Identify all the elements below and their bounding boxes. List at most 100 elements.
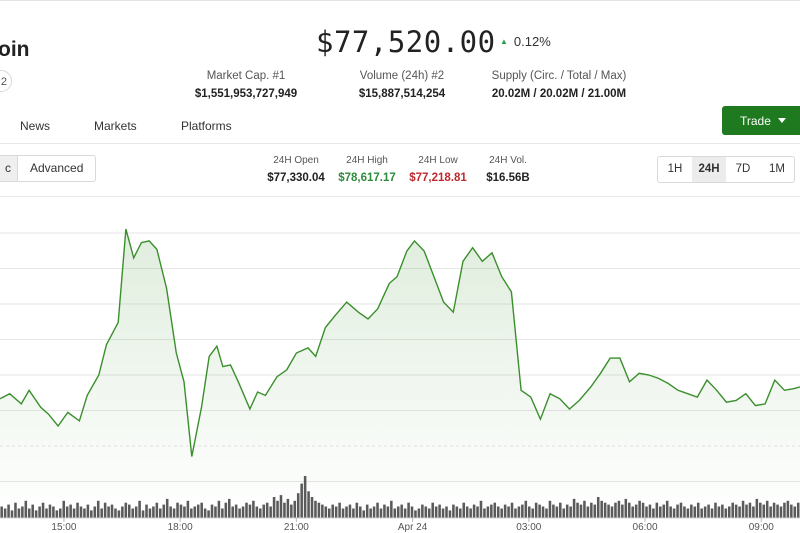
volume-bar — [38, 506, 41, 518]
volume-bar — [752, 506, 755, 518]
volume-bar — [396, 506, 400, 518]
price-chart[interactable]: 15:00 18:00 21:00 Apr 24 03:00 06:00 09:00 — [0, 195, 800, 533]
volume-bar — [248, 504, 252, 518]
volume-bar — [648, 504, 652, 518]
volume-bar — [779, 506, 783, 518]
volume-bar — [214, 506, 217, 518]
volume-bar — [541, 506, 545, 518]
volume-bar — [114, 508, 117, 518]
volume-bar — [679, 502, 683, 518]
volume-bar — [796, 502, 800, 518]
volume-bar — [645, 506, 648, 518]
range-1m[interactable]: 1M — [769, 163, 785, 175]
volume-bar — [21, 506, 24, 518]
volume-bar — [131, 508, 134, 518]
time-range-selector: 1H 24H 7D 1M — [657, 156, 795, 183]
volume-bar — [417, 508, 421, 518]
volume-bar — [345, 506, 348, 518]
volume-bar — [65, 506, 69, 518]
ohlc-label: 24H High — [346, 155, 388, 166]
nav-news[interactable]: News — [20, 119, 51, 133]
volume-bar — [176, 502, 179, 518]
stat-supply: Supply (Circ. / Total / Max) 20.02M / 20… — [486, 70, 632, 100]
range-24h[interactable]: 24H — [692, 157, 726, 182]
volume-bar — [314, 500, 317, 518]
volume-bar — [593, 504, 597, 518]
volume-bar — [55, 510, 59, 518]
volume-bar — [227, 498, 231, 518]
volume-bar — [783, 502, 786, 518]
volume-bar — [141, 510, 145, 518]
volume-bar — [496, 506, 500, 518]
volume-bar — [27, 508, 31, 518]
price-area — [0, 229, 800, 518]
volume-bar — [162, 504, 166, 518]
volume-bar — [400, 504, 403, 518]
volume-bar — [300, 483, 303, 518]
divider — [0, 196, 800, 197]
trade-button[interactable]: Trade — [722, 106, 800, 135]
volume-bar — [224, 502, 228, 518]
volume-bars — [0, 476, 800, 518]
volume-bar — [324, 506, 328, 518]
volume-bar — [676, 504, 679, 518]
volume-bar — [355, 502, 359, 518]
mode-option-advanced[interactable]: Advanced — [30, 161, 84, 175]
price-line — [0, 228, 800, 457]
volume-bar — [96, 500, 100, 518]
volume-bar — [655, 502, 659, 518]
volume-bar — [465, 506, 469, 518]
volume-bar — [610, 506, 614, 518]
nav-platforms[interactable]: Platforms — [181, 119, 232, 133]
volume-bar — [103, 502, 107, 518]
volume-bar — [603, 502, 607, 518]
range-7d[interactable]: 7D — [735, 163, 751, 175]
stat-label: Volume (24h) #2 — [359, 70, 445, 82]
volume-bar — [52, 506, 55, 518]
volume-bar — [321, 504, 324, 518]
volume-bar — [441, 508, 445, 518]
volume-bar — [662, 504, 666, 518]
volume-bar — [231, 506, 234, 518]
volume-bar — [62, 500, 66, 518]
coin-rank-badge[interactable]: 2 — [0, 70, 12, 92]
volume-bar — [659, 506, 662, 518]
volume-bar — [403, 508, 407, 518]
ohlc-volume: 24H Vol. $16.56B — [480, 155, 536, 184]
volume-bar — [34, 510, 38, 518]
volume-bar — [134, 506, 138, 518]
volume-bar — [786, 500, 790, 518]
volume-bar — [190, 508, 193, 518]
chart-mode-toggle: c Advanced — [0, 155, 97, 182]
ohlc-open: 24H Open $77,330.04 — [262, 155, 330, 184]
volume-bar — [372, 506, 376, 518]
volume-bar — [41, 502, 45, 518]
volume-bar — [731, 502, 734, 518]
nav-markets[interactable]: Markets — [94, 119, 137, 133]
volume-bar — [462, 502, 466, 518]
volume-bar — [717, 506, 721, 518]
mode-option-basic[interactable]: c — [0, 156, 18, 181]
volume-bar — [572, 498, 576, 518]
volume-bar — [76, 502, 79, 518]
volume-bar — [652, 508, 655, 518]
volume-bar — [45, 508, 48, 518]
volume-bar — [755, 498, 759, 518]
current-price: $77,520.00 — [316, 25, 496, 59]
x-tick-label: 18:00 — [168, 522, 193, 533]
volume-bar — [152, 506, 155, 518]
volume-bar — [741, 500, 745, 518]
volume-bar — [421, 504, 424, 518]
volume-bar — [376, 502, 379, 518]
stat-value: $1,551,953,727,949 — [194, 88, 298, 100]
range-1h[interactable]: 1H — [667, 163, 683, 175]
volume-bar — [576, 502, 579, 518]
volume-bar — [341, 508, 345, 518]
ohlc-low: 24H Low $77,218.81 — [406, 155, 470, 184]
volume-bar — [555, 506, 559, 518]
volume-bar — [272, 497, 276, 518]
ohlc-label: 24H Open — [273, 155, 319, 166]
stat-market-cap: Market Cap. #1 $1,551,953,727,949 — [190, 70, 302, 100]
volume-bar — [245, 502, 248, 518]
x-tick-label: 09:00 — [749, 522, 774, 533]
